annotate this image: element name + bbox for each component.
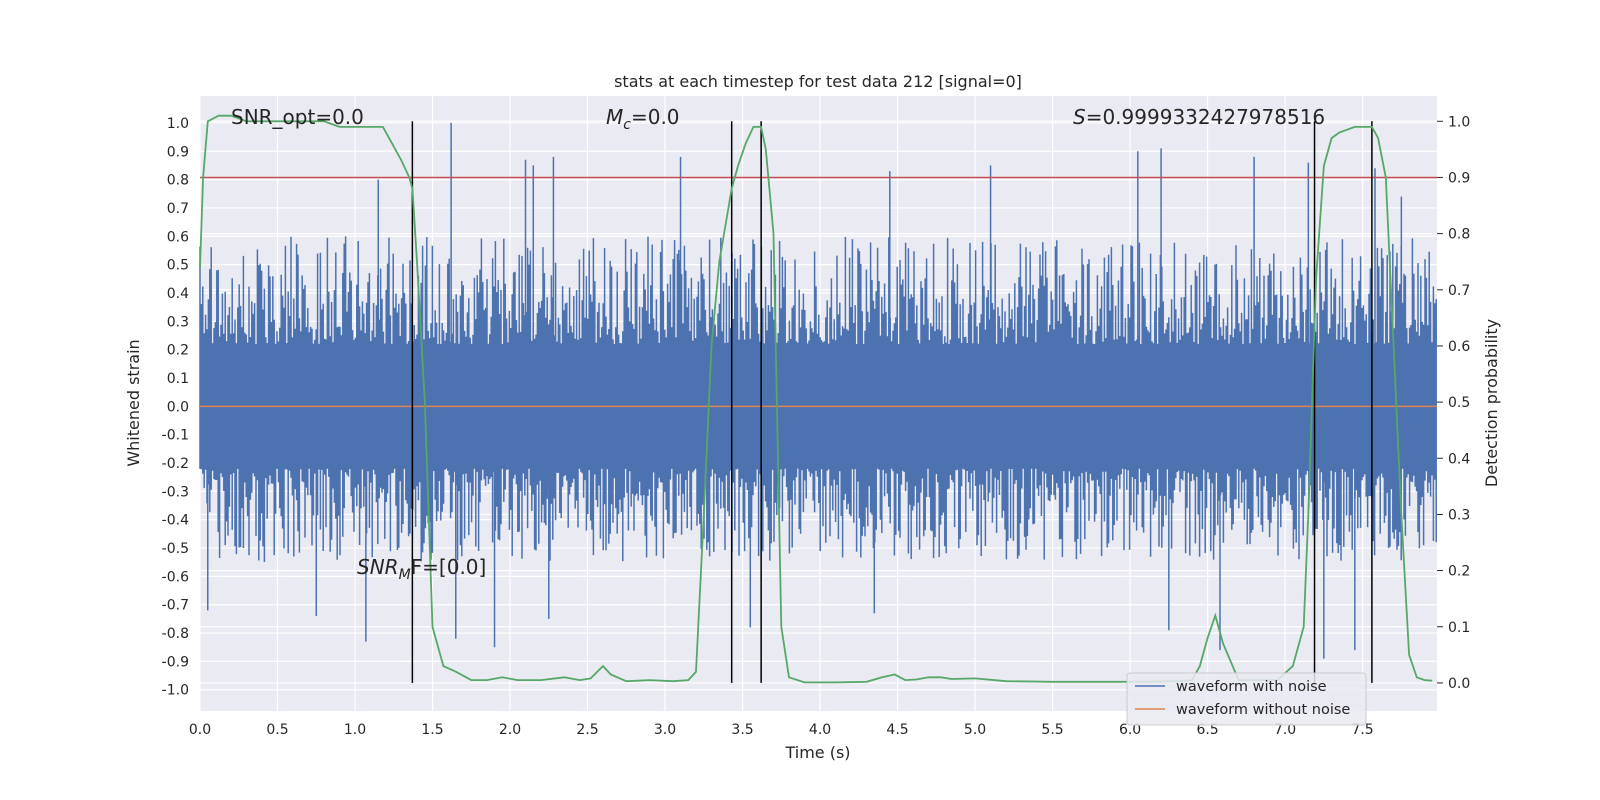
annotation-snr-mf: SNRMF=[0.0] (357, 555, 486, 583)
y-tick-label-left: -1.0 (162, 683, 189, 699)
y-tick-label-left: -0.7 (162, 598, 189, 614)
x-axis-title: Time (s) (784, 743, 850, 762)
y-tick-label-left: 0.4 (167, 286, 189, 302)
y-tick-label-left: 1.0 (167, 116, 189, 132)
x-tick-label: 6.0 (1119, 722, 1141, 738)
y-tick-label-right: 0.1 (1448, 620, 1470, 636)
annotation-s: S=0.9999332427978516 (1073, 105, 1325, 129)
vertical-markers (411, 121, 1373, 683)
y-tick-label-right: 0.5 (1448, 395, 1470, 411)
y-tick-label-right: 0.0 (1448, 676, 1470, 692)
annotation-snr-mf-symbol: SNR (357, 555, 399, 579)
annotation-chirp-mass: Mc=0.0 (606, 105, 680, 133)
y-tick-label-left: 0.5 (167, 258, 189, 274)
x-tick-label: 0.5 (266, 722, 288, 738)
annotation-chirp-mass-symbol: M (606, 105, 623, 129)
y-tick-label-left: 0.8 (167, 173, 189, 189)
y-tick-label-left: 0.6 (167, 229, 189, 245)
y-tick-label-left: -0.3 (162, 484, 189, 500)
x-tick-label: 3.5 (731, 722, 753, 738)
x-tick-label: 7.0 (1274, 722, 1296, 738)
annotation-snr-mf-value: F=[0.0] (411, 555, 487, 579)
y-tick-label-left: -0.2 (162, 456, 189, 472)
x-tick-label: 2.5 (576, 722, 598, 738)
noise-series (199, 122, 1437, 659)
x-tick-label: 7.5 (1351, 722, 1373, 738)
x-tick-label: 0.0 (189, 722, 211, 738)
axis-ticks: 0.0 0.5 1.0 1.5 2.0 2.5 3.0 3.5 4.0 4.5 5.0 5.5 6.0 6… (162, 114, 1471, 738)
y-tick-label-right: 0.8 (1448, 227, 1470, 243)
y-tick-label-left: -0.4 (162, 513, 189, 529)
x-tick-label: 3.0 (654, 722, 676, 738)
y-tick-label-right: 0.7 (1448, 283, 1470, 299)
y-tick-label-left: -0.5 (162, 541, 189, 557)
x-tick-label: 1.5 (421, 722, 443, 738)
annotation-snr-mf-sub: M (399, 567, 411, 583)
legend-label-clean: waveform without noise (1176, 702, 1350, 718)
x-tick-label: 1.0 (344, 722, 366, 738)
y-tick-label-left: 0.1 (167, 371, 189, 387)
x-tick-label: 5.0 (964, 722, 986, 738)
y-axis-title-right: Detection probability (1482, 319, 1501, 487)
y-tick-label-right: 0.3 (1448, 507, 1470, 523)
legend-box (1126, 672, 1367, 726)
y-tick-label-left: 0.2 (167, 343, 189, 359)
annotation-chirp-mass-value: =0.0 (631, 105, 680, 129)
x-tick-label: 2.0 (499, 722, 521, 738)
y-tick-label-left: -0.9 (162, 654, 189, 670)
y-tick-label-left: -0.8 (162, 626, 189, 642)
y-tick-label-right: 1.0 (1448, 114, 1470, 130)
x-tick-label: 6.5 (1196, 722, 1218, 738)
y-tick-label-left: 0.7 (167, 201, 189, 217)
annotation-chirp-mass-sub: c (623, 117, 631, 133)
annotation-snr-opt: SNR_opt=0.0 (231, 105, 364, 129)
x-tick-label: 5.5 (1041, 722, 1063, 738)
y-tick-label-left: 0.3 (167, 314, 189, 330)
annotation-s-value: =0.9999332427978516 (1086, 105, 1325, 129)
annotation-s-symbol: S (1073, 105, 1086, 129)
legend-label-noise: waveform with noise (1176, 679, 1327, 695)
series-detection-probability (199, 114, 1433, 684)
y-tick-label-right: 0.2 (1448, 564, 1470, 580)
y-tick-label-left: 0.9 (167, 144, 189, 160)
y-tick-label-right: 0.6 (1448, 339, 1470, 355)
y-tick-label-right: 0.4 (1448, 451, 1470, 467)
y-tick-label-left: -0.1 (162, 428, 189, 444)
legend: waveform with noise waveform without noi… (1126, 672, 1367, 726)
y-tick-label-left: -0.6 (162, 569, 189, 585)
y-tick-label-left: 0.0 (167, 399, 189, 415)
y-tick-label-right: 0.9 (1448, 170, 1470, 186)
chart-title: stats at each timestep for test data 212… (614, 72, 1022, 91)
x-tick-label: 4.0 (809, 722, 831, 738)
y-axis-title-left: Whitened strain (124, 339, 143, 466)
x-tick-label: 4.5 (886, 722, 908, 738)
